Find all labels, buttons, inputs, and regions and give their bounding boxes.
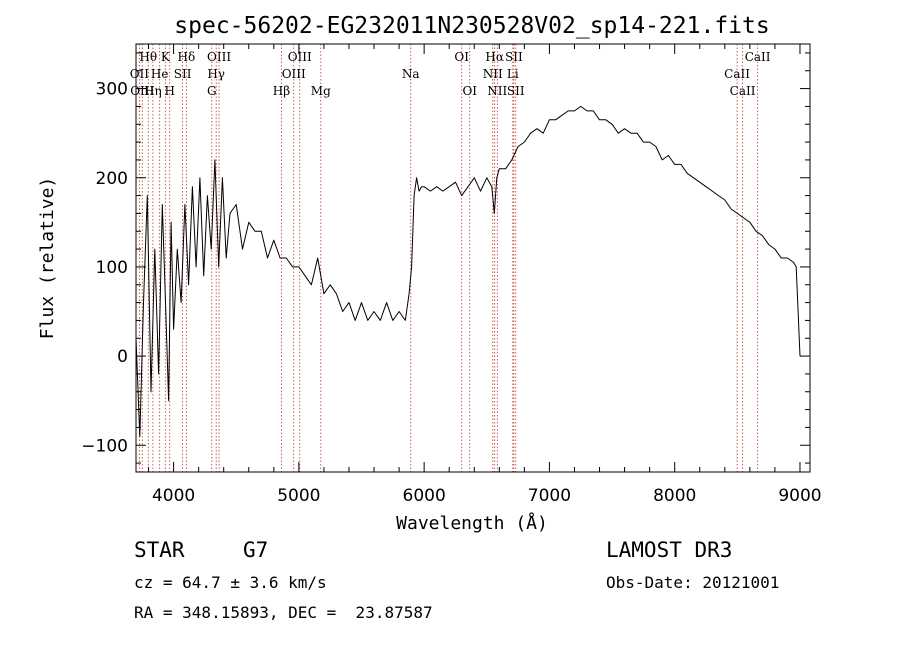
x-tick-label: 9000: [778, 486, 821, 506]
x-axis: 4000 5000 6000 7000 8000 9000: [148, 44, 822, 506]
line-label: OIII: [130, 84, 154, 98]
line-label: Hβ: [273, 84, 290, 98]
x-axis-label: Wavelength (Å): [396, 512, 548, 534]
line-label: OIII: [288, 50, 312, 64]
line-label: Hη: [144, 84, 162, 98]
x-tick-label: 5000: [277, 486, 320, 506]
line-label: SII: [174, 67, 192, 81]
line-label: K: [161, 50, 171, 64]
line-label: H: [164, 84, 174, 98]
y-tick-label: 100: [96, 258, 128, 278]
survey-name: LAMOST DR3: [606, 538, 733, 562]
obs-date-readout: Obs-Date: 20121001: [606, 573, 780, 592]
spectrum-line: [135, 105, 801, 437]
line-label: OII: [130, 67, 150, 81]
emission-line-markers: [138, 44, 759, 472]
line-label: CaII: [730, 84, 756, 98]
y-tick-label: 200: [96, 169, 128, 189]
x-tick-label: 6000: [403, 486, 446, 506]
line-label: OIII: [207, 50, 231, 64]
line-label: CaII: [745, 50, 771, 64]
line-label: NII: [483, 67, 503, 81]
line-label: Na: [402, 67, 420, 81]
redshift-readout: cz = 64.7 ± 3.6 km/s: [134, 573, 327, 592]
x-tick-label: 8000: [653, 486, 696, 506]
line-label: He: [151, 67, 169, 81]
x-tick-label: 7000: [528, 486, 571, 506]
line-label: SII: [505, 50, 523, 64]
object-class: STAR: [134, 538, 185, 562]
line-label: G: [207, 84, 217, 98]
y-axis-label: Flux (relative): [37, 177, 58, 340]
line-label: Hδ: [178, 50, 196, 64]
coordinates-readout: RA = 348.15893, DEC = 23.87587: [134, 603, 433, 622]
spectrum-series: [135, 105, 801, 437]
line-label: SII: [507, 84, 525, 98]
line-labels: Hθ OII OIII K He Hη H Hδ SII OIII Hγ G OIII OIII Hβ Mg N…: [130, 50, 771, 98]
y-tick-label: 300: [96, 80, 128, 100]
y-tick-label: 0: [117, 347, 128, 367]
line-label: OI: [454, 50, 469, 64]
plot-frame: [135, 43, 811, 473]
line-label: CaII: [724, 67, 750, 81]
line-label: OIII: [282, 67, 306, 81]
line-label: Hθ: [139, 50, 157, 64]
object-subclass: G7: [243, 538, 269, 562]
chart-title: spec-56202-EG232011N230528V02_sp14-221.f…: [174, 13, 769, 39]
line-label: OI: [462, 84, 477, 98]
line-label: NII: [487, 84, 507, 98]
y-tick-label: −100: [81, 436, 128, 456]
line-label: Li: [507, 67, 519, 81]
line-label: Hγ: [207, 67, 225, 81]
x-tick-label: 4000: [152, 486, 195, 506]
line-label: Mg: [311, 84, 331, 98]
line-label: Hα: [485, 50, 504, 64]
y-axis: −100 0 100 200 300: [81, 52, 810, 464]
